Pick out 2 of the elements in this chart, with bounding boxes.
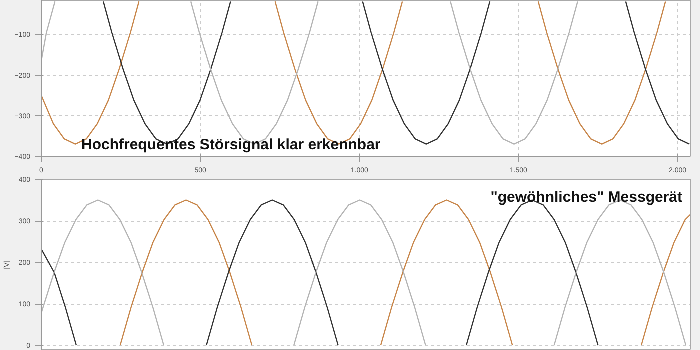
annotation: "gewöhnliches" Messgerät <box>490 189 683 206</box>
annotation: Hochfrequentes Störsignal klar erkennbar <box>82 136 381 154</box>
